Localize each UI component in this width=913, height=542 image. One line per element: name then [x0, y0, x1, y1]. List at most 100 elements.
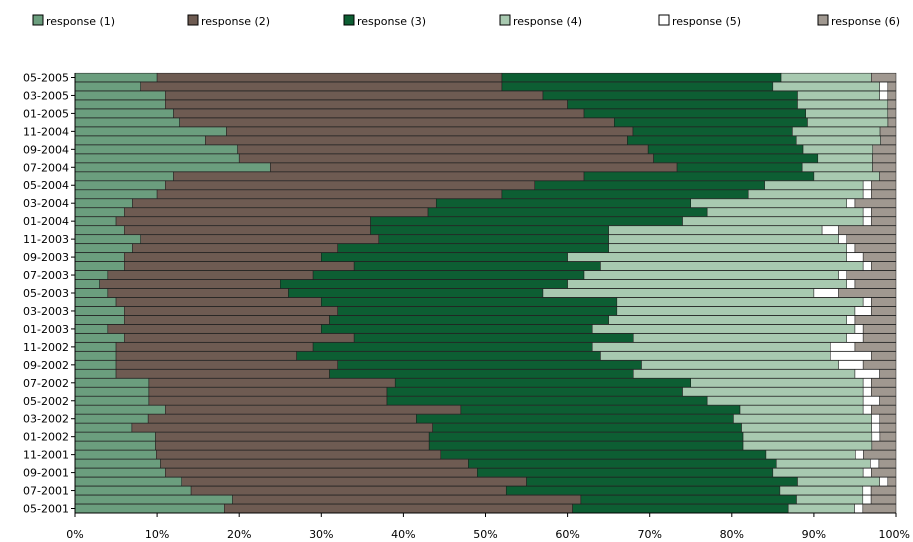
bar-segment-07-2004-s4	[801, 162, 873, 172]
x-tick-label: 70%	[637, 528, 661, 541]
bar-segment-05-2005-s6	[871, 72, 897, 83]
bar-segment-11-2003-s4	[608, 234, 839, 244]
bar-segment-04-2005-s3	[501, 81, 774, 92]
bar-segment-06-2002-s1	[74, 387, 150, 397]
bar-segment-03-2005-s3	[542, 90, 798, 101]
bar-segment-08-2002-s1	[74, 369, 117, 379]
bar-segment-02-2004-s3	[427, 207, 708, 217]
bar-segment-11-2004-s1	[74, 126, 227, 136]
bar-segment-08-2002-s2	[115, 369, 330, 379]
bar-segment-08-2003-s2	[124, 261, 355, 271]
bar-segment-01-2005-s6	[887, 108, 897, 118]
bar-segment-05-2001-s4	[787, 503, 855, 514]
bar-segment-05-2001-s6	[862, 503, 897, 514]
bar-segment-05-2004-s5	[862, 180, 872, 190]
x-tick-label: 30%	[309, 528, 333, 541]
bar-segment-03-2003-s4	[616, 306, 856, 316]
bar-segment-03-2003-s3	[337, 306, 618, 316]
bar-segment-01-2003-s3	[321, 324, 593, 334]
bar-segment-10-2002-s4	[600, 351, 831, 361]
bar-segment-12-2004-s6	[887, 117, 897, 127]
bars	[74, 72, 897, 514]
bar-segment-12-2001-s1	[74, 441, 156, 451]
bar-segment-12-2004-s1	[74, 117, 180, 127]
bar-segment-07-2002-s2	[148, 378, 396, 388]
bar-segment-05-2003-s5	[813, 288, 839, 298]
bar-segment-06-2001-s1	[74, 494, 233, 505]
bar-segment-05-2003-s6	[838, 288, 897, 298]
bar-segment-05-2002-s1	[74, 396, 150, 406]
bar-segment-09-2002-s2	[115, 360, 338, 370]
bar-segment-07-2004-s2	[270, 162, 678, 172]
bar-segment-07-2003-s1	[74, 270, 109, 280]
bar-segment-06-2002-s4	[682, 387, 864, 397]
bar-segment-04-2003-s4	[616, 297, 864, 307]
bar-segment-01-2003-s6	[862, 324, 897, 334]
bar-segment-09-2001-s3	[477, 468, 774, 478]
bar-segment-09-2003-s6	[862, 252, 897, 262]
bar-segment-09-2003-s2	[124, 252, 322, 262]
bar-segment-11-2003-s1	[74, 234, 141, 244]
bar-segment-06-2004-s4	[813, 171, 880, 181]
bar-segment-02-2005-s3	[567, 99, 798, 109]
bar-segment-03-2004-s5	[846, 198, 856, 208]
bar-segment-03-2005-s1	[74, 90, 166, 101]
bar-segment-10-2004-s4	[796, 135, 881, 145]
bar-segment-01-2003-s2	[107, 324, 322, 334]
bar-segment-01-2005-s2	[173, 108, 585, 118]
y-tick-label: 07-2003	[23, 269, 69, 282]
bar-segment-05-2002-s5	[862, 396, 880, 406]
bar-segment-12-2002-s2	[124, 333, 355, 343]
bar-segment-09-2002-s6	[862, 360, 897, 370]
x-tick-label: 80%	[720, 528, 744, 541]
x-tick-label: 100%	[879, 528, 910, 541]
bar-segment-02-2002-s6	[879, 423, 897, 433]
bar-segment-10-2002-s3	[296, 351, 601, 361]
y-tick-label: 07-2004	[23, 161, 69, 174]
bar-segment-10-2001-s4	[776, 459, 871, 469]
bar-segment-07-2002-s1	[74, 378, 150, 388]
bar-segment-01-2004-s5	[862, 216, 872, 226]
bar-segment-07-2001-s2	[190, 485, 507, 496]
bar-segment-04-2005-s6	[887, 81, 897, 92]
bar-segment-11-2004-s4	[792, 126, 881, 136]
bar-segment-05-2001-s2	[224, 503, 573, 514]
bar-segment-05-2004-s1	[74, 180, 166, 190]
bar-segment-03-2004-s2	[132, 198, 437, 208]
bar-segment-10-2004-s6	[880, 135, 897, 145]
bar-segment-01-2004-s2	[115, 216, 371, 226]
bar-segment-11-2002-s3	[312, 342, 593, 352]
bar-segment-04-2003-s6	[871, 297, 897, 307]
legend-swatch-2	[187, 14, 199, 26]
bar-segment-08-2003-s4	[600, 261, 864, 271]
legend: response (1) response (2) response (3) resp…	[32, 14, 900, 28]
bar-segment-02-2002-s1	[74, 423, 133, 433]
bar-segment-05-2001-s1	[74, 503, 225, 514]
bar-segment-01-2002-s4	[742, 432, 873, 442]
bar-segment-05-2003-s4	[542, 288, 815, 298]
bar-segment-10-2004-s1	[74, 135, 206, 145]
bar-segment-04-2002-s4	[739, 405, 864, 415]
bar-segment-10-2001-s6	[878, 459, 897, 469]
bar-segment-06-2002-s6	[871, 387, 897, 397]
bar-segment-03-2004-s3	[435, 198, 691, 208]
bar-segment-07-2004-s1	[74, 162, 271, 172]
bar-segment-12-2002-s4	[633, 333, 847, 343]
bar-segment-07-2003-s5	[838, 270, 847, 280]
bar-segment-10-2001-s1	[74, 459, 161, 469]
bar-segment-11-2001-s2	[156, 450, 442, 460]
bar-segment-03-2003-s5	[854, 306, 872, 316]
bar-segment-03-2005-s6	[887, 90, 897, 101]
bar-segment-08-2001-s2	[181, 477, 527, 487]
bar-segment-06-2002-s5	[862, 387, 872, 397]
bar-segment-05-2002-s4	[706, 396, 864, 406]
bar-segment-01-2004-s4	[682, 216, 864, 226]
bar-segment-01-2004-s6	[871, 216, 897, 226]
bar-segment-06-2004-s2	[173, 171, 585, 181]
y-tick-label: 11-2001	[23, 449, 69, 462]
x-tick-label: 10%	[145, 528, 169, 541]
bar-segment-01-2005-s4	[805, 108, 889, 118]
bar-segment-06-2001-s3	[580, 494, 797, 505]
bar-segment-08-2001-s1	[74, 477, 182, 487]
bar-segment-02-2005-s1	[74, 99, 166, 109]
